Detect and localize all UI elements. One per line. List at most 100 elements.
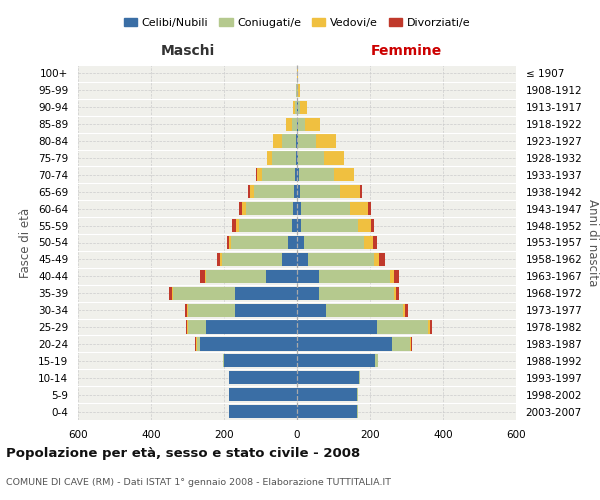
Bar xyxy=(272,152,297,164)
Bar xyxy=(297,236,373,249)
Bar xyxy=(297,388,358,401)
Bar xyxy=(272,134,297,147)
Bar xyxy=(297,118,320,131)
Bar xyxy=(224,354,297,368)
Bar xyxy=(297,134,336,147)
Bar xyxy=(242,202,297,215)
Bar xyxy=(297,304,326,316)
Bar xyxy=(297,67,298,80)
Bar xyxy=(262,168,297,181)
Bar xyxy=(297,338,411,350)
Bar xyxy=(297,219,301,232)
Bar xyxy=(297,253,385,266)
Text: Maschi: Maschi xyxy=(160,44,215,58)
Bar xyxy=(297,152,344,164)
Bar xyxy=(266,270,297,283)
Bar xyxy=(294,185,297,198)
Bar xyxy=(297,354,379,368)
Legend: Celibi/Nubili, Coniugati/e, Vedovi/e, Divorziati/e: Celibi/Nubili, Coniugati/e, Vedovi/e, Di… xyxy=(119,14,475,32)
Bar xyxy=(229,405,297,418)
Bar xyxy=(297,152,344,164)
Bar xyxy=(239,202,297,215)
Bar xyxy=(235,304,297,316)
Bar xyxy=(229,236,297,249)
Bar xyxy=(185,304,297,316)
Y-axis label: Anni di nascita: Anni di nascita xyxy=(586,199,599,286)
Text: COMUNE DI CAVE (RM) - Dati ISTAT 1° gennaio 2008 - Elaborazione TUTTITALIA.IT: COMUNE DI CAVE (RM) - Dati ISTAT 1° genn… xyxy=(6,478,391,487)
Bar xyxy=(297,118,320,131)
Bar xyxy=(229,371,297,384)
Bar xyxy=(235,286,297,300)
Bar xyxy=(295,100,297,114)
Bar xyxy=(229,371,297,384)
Bar xyxy=(217,253,297,266)
Bar xyxy=(296,134,297,147)
Bar xyxy=(229,388,297,401)
Bar xyxy=(297,338,392,350)
Bar xyxy=(229,405,297,418)
Bar xyxy=(297,405,357,418)
Bar xyxy=(297,320,377,334)
Bar xyxy=(297,219,374,232)
Bar xyxy=(297,286,395,300)
Bar xyxy=(205,270,297,283)
Bar xyxy=(292,118,297,131)
Bar xyxy=(297,100,299,114)
Bar xyxy=(297,100,307,114)
Y-axis label: Fasce di età: Fasce di età xyxy=(19,208,32,278)
Bar xyxy=(297,185,362,198)
Bar xyxy=(173,286,297,300)
Bar xyxy=(223,354,297,368)
Bar xyxy=(297,219,358,232)
Bar xyxy=(297,388,358,401)
Bar xyxy=(292,219,297,232)
Bar xyxy=(293,202,297,215)
Bar xyxy=(297,168,299,181)
Bar xyxy=(297,270,390,283)
Bar xyxy=(222,253,297,266)
Bar xyxy=(297,152,323,164)
Bar xyxy=(297,286,394,300)
Bar xyxy=(297,286,399,300)
Bar xyxy=(229,371,297,384)
Bar xyxy=(297,338,412,350)
Bar xyxy=(254,185,297,198)
Bar xyxy=(267,152,297,164)
Bar xyxy=(297,202,368,215)
Bar xyxy=(297,134,336,147)
Bar xyxy=(223,354,297,368)
Bar xyxy=(246,202,297,215)
Bar xyxy=(297,134,316,147)
Bar xyxy=(297,270,394,283)
Bar xyxy=(297,219,371,232)
Bar xyxy=(297,253,379,266)
Bar xyxy=(172,286,297,300)
Bar xyxy=(232,236,297,249)
Bar xyxy=(283,253,297,266)
Bar xyxy=(297,118,305,131)
Bar xyxy=(297,320,432,334)
Bar xyxy=(297,286,319,300)
Bar xyxy=(297,354,379,368)
Bar xyxy=(297,185,360,198)
Text: Popolazione per età, sesso e stato civile - 2008: Popolazione per età, sesso e stato civil… xyxy=(6,448,360,460)
Bar xyxy=(297,168,355,181)
Bar xyxy=(187,304,297,316)
Bar xyxy=(297,371,360,384)
Bar xyxy=(267,152,297,164)
Bar xyxy=(169,286,297,300)
Bar xyxy=(195,338,297,350)
Bar xyxy=(272,134,297,147)
Bar xyxy=(200,338,297,350)
Bar xyxy=(257,168,297,181)
Bar xyxy=(187,320,297,334)
Bar xyxy=(223,354,297,368)
Bar xyxy=(297,185,300,198)
Bar xyxy=(296,84,297,97)
Bar xyxy=(297,100,298,114)
Bar xyxy=(248,185,297,198)
Bar xyxy=(297,371,360,384)
Bar xyxy=(297,405,358,418)
Bar xyxy=(281,134,297,147)
Bar xyxy=(297,320,428,334)
